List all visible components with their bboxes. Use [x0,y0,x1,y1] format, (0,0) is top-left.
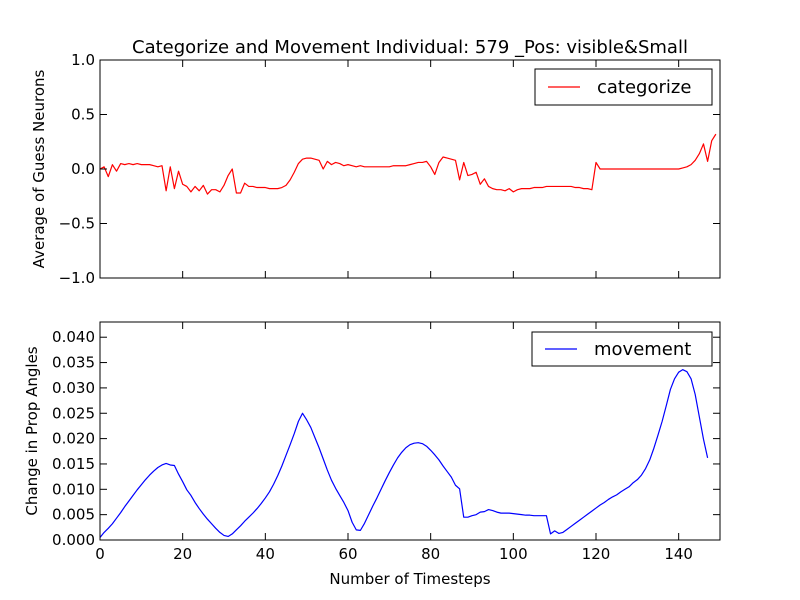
y-tick-label: 0.035 [52,354,95,372]
categorize-panel: −1.0 −0.5 0.0 0.5 1.0 Average of Guess Neuron… [30,51,721,287]
legend: categorize [534,68,713,106]
legend-box [534,68,713,106]
axes-frame [99,59,721,279]
y-tick-label: 1.0 [71,51,95,69]
series-line-categorize [99,133,717,195]
y-tick-label: 0.025 [52,404,95,422]
y-tick-label: −0.5 [59,215,95,233]
y-tick-label: 0.030 [52,379,95,397]
y-tick-label: 0.5 [71,106,95,124]
y-tick-label: −1.0 [59,269,95,287]
x-tick-label: 140 [664,545,693,563]
y-tick-label: 0.0 [71,160,95,178]
y-tick-label: 0.000 [52,531,95,549]
axes-frame [99,321,721,541]
series-line-movement [99,369,709,538]
legend-label: movement [594,339,691,360]
x-tick-label: 40 [256,545,275,563]
x-tick-label: 80 [421,545,440,563]
y-axis-label: Average of Guess Neurons [30,69,48,268]
y-tick-label: 0.005 [52,506,95,524]
y-tick-label: 0.020 [52,430,95,448]
x-tick-label: 100 [499,545,528,563]
x-tick-label: 0 [95,545,105,563]
y-tick-label: 0.015 [52,455,95,473]
x-tick-label: 20 [173,545,192,563]
y-axis-label: Change in Prop Angles [23,346,41,515]
x-axis-label: Number of Timesteps [329,570,490,588]
x-tick-label: 60 [338,545,357,563]
legend-label: categorize [597,77,691,98]
y-tick-label: 0.010 [52,480,95,498]
y-tick-label: 0.040 [52,328,95,346]
movement-panel: 0.000 0.005 0.010 0.015 0.020 0.025 0.030 0.035… [23,321,721,588]
legend: movement [531,331,713,367]
plot-title: Categorize and Movement Individual: 579 … [132,37,688,58]
x-tick-label: 120 [582,545,611,563]
